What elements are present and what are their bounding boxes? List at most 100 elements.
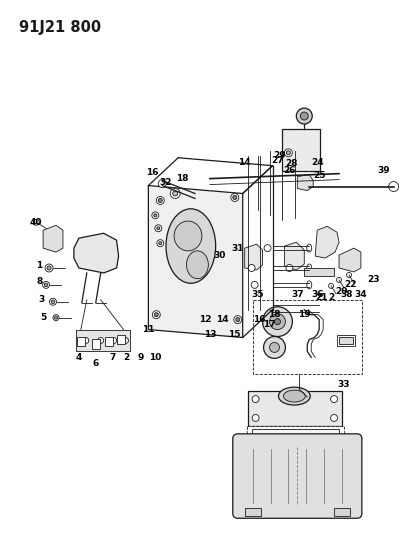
- Text: 26: 26: [282, 166, 295, 175]
- Circle shape: [110, 337, 116, 343]
- Bar: [244, 508, 260, 516]
- Text: 16: 16: [253, 315, 265, 324]
- Text: 37: 37: [290, 290, 303, 300]
- Circle shape: [122, 337, 128, 343]
- Circle shape: [284, 149, 292, 157]
- Circle shape: [154, 313, 158, 317]
- Ellipse shape: [283, 390, 304, 402]
- Circle shape: [330, 415, 337, 422]
- Text: 27: 27: [271, 156, 283, 165]
- Text: 3: 3: [38, 295, 44, 304]
- Text: 12: 12: [198, 315, 211, 324]
- Bar: [77, 336, 85, 346]
- Text: 2: 2: [327, 293, 333, 302]
- Circle shape: [170, 189, 180, 198]
- Text: 25: 25: [312, 171, 325, 180]
- Circle shape: [158, 180, 166, 188]
- Text: 39: 39: [377, 166, 389, 175]
- Circle shape: [251, 395, 259, 402]
- Circle shape: [330, 395, 337, 402]
- Circle shape: [49, 298, 57, 305]
- Ellipse shape: [306, 244, 311, 252]
- Circle shape: [158, 241, 161, 245]
- Text: 91J21 800: 91J21 800: [19, 20, 101, 35]
- Text: 10: 10: [149, 353, 161, 362]
- Circle shape: [296, 108, 312, 124]
- Bar: [247, 391, 341, 426]
- Circle shape: [262, 306, 292, 336]
- Bar: [336, 335, 354, 346]
- Text: 17: 17: [263, 320, 275, 329]
- Polygon shape: [148, 185, 242, 337]
- Circle shape: [269, 343, 279, 352]
- Circle shape: [33, 219, 39, 225]
- Text: 33: 33: [337, 379, 349, 389]
- Text: 18: 18: [176, 174, 188, 183]
- Text: 34: 34: [354, 290, 366, 300]
- Circle shape: [346, 272, 350, 277]
- Polygon shape: [297, 175, 312, 190]
- Polygon shape: [338, 248, 360, 272]
- Circle shape: [156, 197, 164, 205]
- Bar: [116, 335, 124, 344]
- Circle shape: [83, 337, 89, 343]
- Circle shape: [300, 112, 308, 120]
- Circle shape: [286, 151, 290, 155]
- Text: 20: 20: [334, 287, 346, 296]
- Circle shape: [152, 311, 160, 319]
- Bar: [104, 336, 112, 346]
- Circle shape: [152, 212, 158, 219]
- Text: 13: 13: [203, 330, 216, 339]
- Text: 30: 30: [213, 251, 225, 260]
- Circle shape: [53, 314, 59, 321]
- Text: 29: 29: [272, 151, 285, 160]
- FancyBboxPatch shape: [232, 434, 361, 518]
- Ellipse shape: [174, 221, 201, 251]
- Text: 16: 16: [146, 168, 158, 177]
- Bar: [333, 508, 349, 516]
- Text: 38: 38: [340, 290, 352, 300]
- Bar: [282, 129, 319, 171]
- Ellipse shape: [186, 251, 208, 279]
- Circle shape: [251, 415, 259, 422]
- Circle shape: [230, 193, 238, 201]
- Bar: [246, 426, 343, 461]
- Circle shape: [247, 264, 255, 271]
- Text: 35: 35: [251, 290, 263, 300]
- Circle shape: [44, 283, 48, 287]
- Text: 5: 5: [40, 313, 46, 322]
- Circle shape: [251, 281, 257, 288]
- Circle shape: [263, 245, 270, 252]
- Text: 40: 40: [30, 218, 42, 227]
- Text: 36: 36: [310, 290, 323, 300]
- Text: 24: 24: [310, 158, 323, 167]
- Text: 14: 14: [238, 158, 250, 167]
- Text: 15: 15: [228, 330, 241, 339]
- Circle shape: [51, 300, 55, 303]
- Text: 22: 22: [344, 280, 356, 289]
- Text: 8: 8: [36, 277, 42, 286]
- Circle shape: [336, 277, 341, 282]
- Text: 4: 4: [75, 353, 82, 362]
- Text: 2: 2: [123, 353, 129, 362]
- Polygon shape: [314, 227, 338, 258]
- Circle shape: [328, 284, 333, 288]
- Bar: [252, 300, 361, 374]
- Circle shape: [233, 316, 241, 324]
- Bar: [91, 340, 99, 350]
- Ellipse shape: [306, 281, 311, 289]
- Ellipse shape: [166, 209, 215, 283]
- Text: 19: 19: [297, 310, 310, 319]
- Circle shape: [156, 240, 163, 247]
- Circle shape: [172, 191, 177, 196]
- Polygon shape: [284, 242, 304, 270]
- Text: 31: 31: [231, 244, 243, 253]
- Circle shape: [156, 227, 159, 230]
- Ellipse shape: [278, 387, 310, 405]
- Polygon shape: [43, 225, 63, 252]
- Bar: [304, 268, 333, 276]
- Circle shape: [47, 266, 51, 270]
- Circle shape: [232, 196, 236, 199]
- Text: 32: 32: [159, 178, 171, 187]
- Circle shape: [269, 314, 285, 329]
